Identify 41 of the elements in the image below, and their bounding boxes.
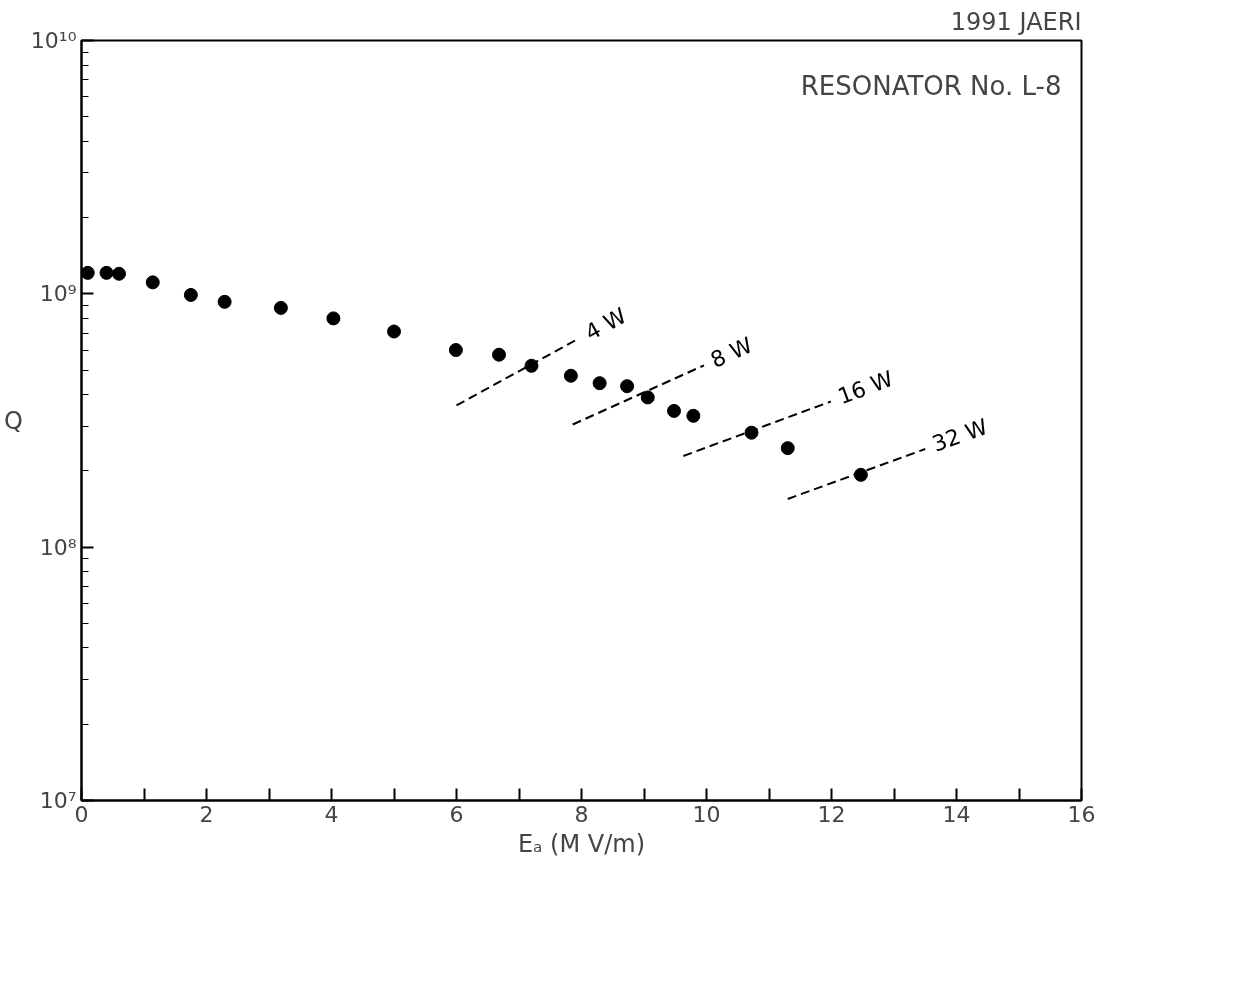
y-tick-label: 10⁷ xyxy=(39,788,77,813)
text: RESONATOR No. L-8 xyxy=(800,70,1062,101)
point xyxy=(640,390,655,405)
x-tick-label: 14 xyxy=(942,801,971,827)
x-tick-label: 4 xyxy=(324,801,339,827)
text: 1991 JAERI xyxy=(950,7,1082,36)
x-tick-label: 10 xyxy=(692,801,721,827)
point xyxy=(326,311,341,326)
point xyxy=(592,376,607,391)
point xyxy=(183,287,198,302)
x-tick-label: 2 xyxy=(199,801,214,827)
text: 32 W xyxy=(928,413,992,457)
point xyxy=(448,343,463,358)
point xyxy=(387,324,401,339)
point xyxy=(273,300,288,315)
x-tick-label: 6 xyxy=(449,801,464,827)
y-tick-label: 10⁸ xyxy=(39,534,77,560)
point xyxy=(853,467,868,482)
point xyxy=(686,408,701,423)
text: 16 W xyxy=(834,365,897,410)
y-axis-title: Q xyxy=(3,406,23,435)
x-tick-label: 16 xyxy=(1067,801,1096,827)
point xyxy=(145,275,160,290)
point xyxy=(620,379,635,394)
point xyxy=(667,403,681,418)
text: 4 W xyxy=(581,302,631,346)
point xyxy=(492,347,506,362)
point xyxy=(780,441,795,456)
point xyxy=(217,294,232,309)
point xyxy=(99,265,114,280)
point xyxy=(112,266,126,281)
point xyxy=(81,265,95,280)
x-tick-label: 12 xyxy=(817,801,846,827)
x-tick-label: 0 xyxy=(74,801,89,827)
point xyxy=(524,358,539,373)
y-tick-label: 10¹⁰ xyxy=(30,28,77,53)
x-tick-label: 8 xyxy=(574,801,589,827)
point xyxy=(563,368,578,383)
x-axis-title: Eₐ (M V/m) xyxy=(517,829,646,858)
y-tick-label: 10⁹ xyxy=(39,281,77,307)
text: 8 W xyxy=(706,332,757,373)
